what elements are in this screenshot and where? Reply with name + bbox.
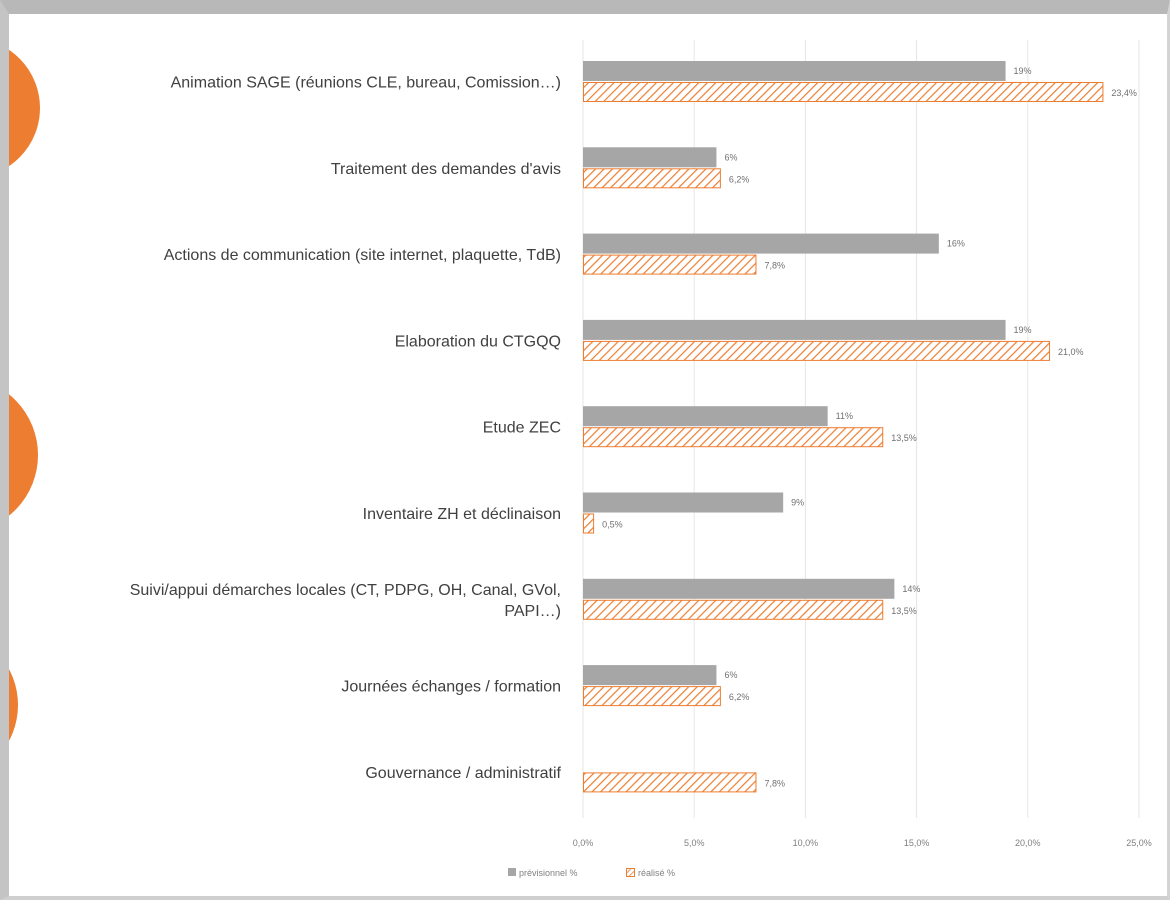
bar-previsionnel bbox=[583, 665, 717, 686]
category-label-line: Etude ZEC bbox=[483, 420, 561, 437]
bar-realise bbox=[583, 82, 1104, 102]
category-label: Traitement des demandes d'avis bbox=[331, 161, 561, 178]
bar-previsionnel bbox=[583, 319, 1006, 340]
data-label-previsionnel: 16% bbox=[947, 239, 965, 249]
decorative-circle-2 bbox=[0, 383, 42, 527]
bar-previsionnel bbox=[583, 147, 717, 168]
data-label-previsionnel: 6% bbox=[724, 670, 737, 680]
category-label: Suivi/appui démarches locales (CT, PDPG,… bbox=[130, 582, 561, 620]
category-label-line: Traitement des demandes d'avis bbox=[331, 161, 561, 178]
legend-label-realise: réalisé % bbox=[638, 868, 675, 878]
bar-realise bbox=[583, 599, 884, 620]
category-label-line: Gouvernance / administratif bbox=[365, 765, 561, 782]
decorative-circle-1 bbox=[0, 40, 44, 176]
x-tick-label: 25,0% bbox=[1126, 838, 1152, 848]
data-label-realise: 0,5% bbox=[602, 520, 623, 530]
category-label: Inventaire ZH et déclinaison bbox=[363, 506, 561, 523]
category-label-line: Inventaire ZH et déclinaison bbox=[363, 506, 561, 523]
data-label-realise: 13,5% bbox=[891, 606, 917, 616]
category-label-line: Suivi/appui démarches locales (CT, PDPG,… bbox=[130, 582, 561, 599]
category-label-line: Elaboration du CTGQQ bbox=[395, 333, 561, 350]
bar-realise bbox=[583, 686, 721, 707]
bar-previsionnel bbox=[583, 578, 895, 599]
x-tick-label: 5,0% bbox=[684, 838, 705, 848]
bar-realise bbox=[583, 427, 884, 448]
x-tick-label: 15,0% bbox=[904, 838, 930, 848]
legend-swatch-realise bbox=[626, 868, 635, 877]
data-label-previsionnel: 19% bbox=[1014, 325, 1032, 335]
bar-realise bbox=[583, 340, 1051, 361]
category-label-line: Animation SAGE (réunions CLE, bureau, Co… bbox=[171, 75, 561, 92]
bar-realise bbox=[583, 772, 757, 793]
category-label: Gouvernance / administratif bbox=[365, 765, 561, 782]
data-label-realise: 7,8% bbox=[764, 778, 785, 788]
bar-realise bbox=[583, 168, 721, 189]
category-label-line: PAPI…) bbox=[504, 603, 561, 620]
decorative-circle-3 bbox=[0, 649, 22, 761]
data-label-realise: 7,8% bbox=[764, 261, 785, 271]
x-tick-label: 0,0% bbox=[573, 838, 594, 848]
data-label-realise: 21,0% bbox=[1058, 347, 1084, 357]
legend-label-previsionnel: prévisionnel % bbox=[519, 868, 578, 878]
legend-swatch-previsionnel bbox=[508, 868, 516, 876]
category-label: Actions de communication (site internet,… bbox=[164, 247, 561, 264]
bar-previsionnel bbox=[583, 61, 1006, 81]
category-label: Elaboration du CTGQQ bbox=[395, 333, 561, 350]
bar-previsionnel bbox=[583, 233, 939, 254]
category-label: Journées échanges / formation bbox=[341, 679, 561, 696]
data-label-previsionnel: 6% bbox=[724, 152, 737, 162]
x-tick-label: 20,0% bbox=[1015, 838, 1041, 848]
category-label: Animation SAGE (réunions CLE, bureau, Co… bbox=[171, 75, 561, 92]
data-label-realise: 23,4% bbox=[1111, 88, 1137, 98]
category-label: Etude ZEC bbox=[483, 420, 561, 437]
category-label-line: Actions de communication (site internet,… bbox=[164, 247, 561, 264]
x-tick-label: 10,0% bbox=[793, 838, 819, 848]
data-label-previsionnel: 9% bbox=[791, 498, 804, 508]
data-label-previsionnel: 19% bbox=[1014, 66, 1032, 76]
data-label-previsionnel: 11% bbox=[836, 411, 853, 421]
bar-realise bbox=[583, 254, 757, 275]
bar-realise bbox=[583, 513, 595, 534]
data-label-realise: 13,5% bbox=[891, 433, 917, 443]
data-label-realise: 6,2% bbox=[729, 174, 750, 184]
bar-previsionnel bbox=[583, 406, 828, 427]
category-label-line: Journées échanges / formation bbox=[341, 679, 561, 696]
data-label-realise: 6,2% bbox=[729, 692, 750, 702]
bar-previsionnel bbox=[583, 492, 784, 513]
data-label-previsionnel: 14% bbox=[902, 584, 920, 594]
